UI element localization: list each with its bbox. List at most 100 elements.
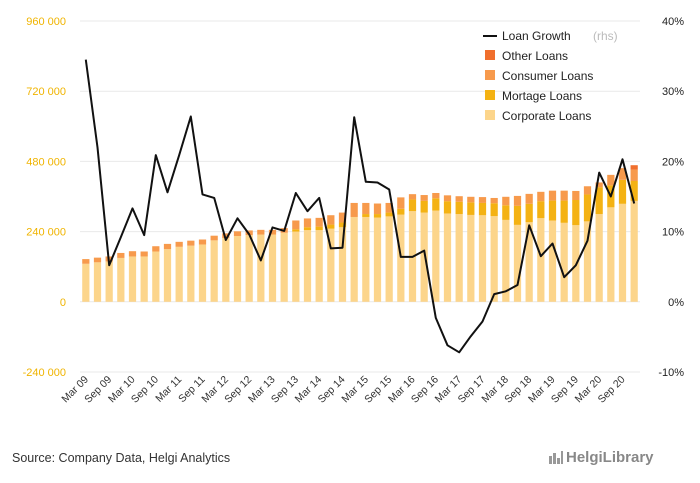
bar-segment	[630, 200, 638, 302]
bar-segment	[618, 179, 627, 204]
bar-segment	[455, 201, 463, 215]
bar-segment	[502, 205, 510, 220]
bar-segment	[478, 197, 487, 203]
helgi-logo-icon	[549, 451, 563, 464]
bar-segment	[408, 199, 417, 212]
bar-segment	[385, 212, 393, 217]
bar-segment	[128, 256, 137, 302]
left-tick-label: 960 000	[26, 16, 66, 28]
bar-segment	[572, 200, 580, 226]
bar-segment	[618, 168, 627, 180]
bar-segment	[105, 261, 113, 302]
bar-segment	[537, 218, 545, 302]
right-tick-label: 30%	[662, 86, 684, 98]
bar-segment	[455, 196, 463, 202]
bar-segment	[245, 235, 253, 302]
legend-consumer-loans: Consumer Loans	[502, 69, 593, 83]
bar-segment	[128, 251, 137, 257]
bar-segment	[467, 202, 475, 215]
bar-segment	[548, 200, 557, 221]
legend-swatch-mortage	[485, 90, 495, 100]
bar-segment	[327, 228, 335, 302]
bar-segment	[373, 217, 382, 302]
bar-segment	[572, 190, 580, 201]
bar-segment	[432, 192, 440, 199]
bar-segment	[455, 214, 463, 302]
left-tick-label: 240 000	[26, 227, 66, 239]
bar-segment	[163, 249, 172, 302]
brand-name: HelgiLibrary	[566, 449, 654, 466]
bar-segment	[210, 235, 218, 241]
bar-segment	[560, 190, 568, 201]
bar-segment	[502, 196, 510, 206]
legend-swatch-other	[485, 50, 495, 60]
bar-segment	[163, 243, 172, 250]
bar-segment	[595, 214, 603, 302]
right-tick-label: 0%	[668, 297, 684, 309]
bar-segment	[502, 219, 510, 302]
bar-segment	[478, 202, 487, 216]
bar-segment	[525, 193, 533, 204]
source-note: Source: Company Data, Helgi Analytics	[12, 451, 231, 465]
bar-segment	[222, 233, 230, 239]
bar-segment	[350, 202, 358, 217]
bar-segment	[490, 216, 498, 302]
bar-segment	[618, 203, 627, 302]
bar-segment	[222, 238, 230, 302]
bar-segment	[93, 257, 102, 263]
legend-swatch-consumer	[485, 70, 495, 80]
bar-segment	[303, 230, 312, 302]
bar-segment	[548, 190, 557, 201]
bar-segment	[513, 195, 522, 206]
right-tick-label: -10%	[658, 367, 684, 379]
right-tick-label: 20%	[662, 156, 684, 168]
legend-loan-growth: Loan Growth	[502, 29, 571, 43]
bar-segment	[537, 201, 545, 219]
bar-segment	[583, 221, 592, 302]
bar-segment	[385, 202, 393, 213]
bar-segment	[257, 234, 265, 302]
bar-segment	[198, 244, 207, 302]
bar-segment	[268, 229, 277, 235]
bar-segment	[595, 182, 603, 188]
bar-segment	[525, 203, 533, 223]
legend-corporate-loans: Corporate Loans	[502, 109, 591, 123]
bar-segment	[443, 195, 452, 202]
bar-segment	[560, 200, 568, 223]
left-tick-label: 720 000	[26, 86, 66, 98]
bar-segment	[338, 212, 347, 223]
legend-other-loans: Other Loans	[502, 49, 568, 63]
loan-growth-line	[84, 59, 636, 354]
bar-segment	[362, 202, 370, 215]
bar-segment	[210, 240, 218, 302]
bar-segment	[280, 232, 288, 302]
bar-segment	[198, 239, 207, 245]
bar-segment	[408, 194, 417, 200]
bar-segment	[420, 212, 428, 302]
bar-segment	[152, 246, 160, 252]
bar-segment	[175, 241, 183, 247]
bar-segment	[607, 174, 615, 186]
bar-segment	[443, 201, 452, 214]
right-tick-label: 10%	[662, 227, 684, 239]
left-tick-label: -240 000	[23, 367, 66, 379]
bar-segment	[362, 214, 370, 217]
bar-segment	[607, 207, 615, 302]
bar-segment	[338, 227, 347, 302]
bar-segment	[315, 226, 323, 231]
left-tick-label: 480 000	[26, 156, 66, 168]
bar-segment	[82, 259, 90, 264]
bar-segment	[630, 169, 638, 181]
bar-segment	[420, 195, 428, 201]
bar-segment	[490, 197, 498, 204]
bar-segment	[630, 165, 638, 170]
bar-segment	[327, 224, 335, 229]
bar-segment	[385, 216, 393, 302]
loan-chart: -240 000 0 240 000 480 000 720 000 960 000 -1…	[23, 16, 685, 406]
bar-segment	[420, 200, 428, 213]
bar-segment	[362, 216, 370, 302]
legend: Loan Growth (rhs) Other Loans Consumer L…	[483, 29, 618, 123]
loan-growth-line-group	[84, 59, 636, 354]
bar-segment	[373, 203, 382, 215]
bar-segment	[117, 257, 125, 302]
